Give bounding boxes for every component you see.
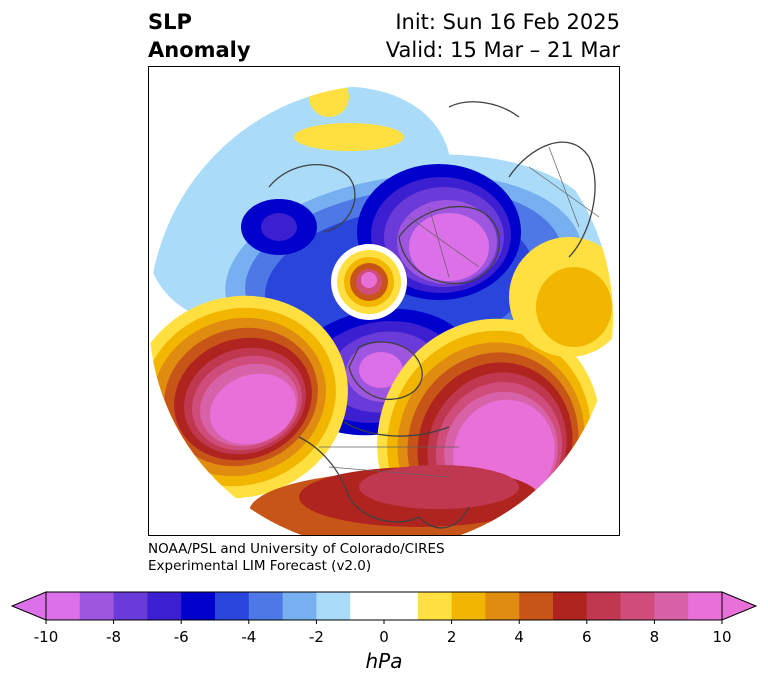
colorbar: -10 -8 -6 -4 -2 0 2 4 6 8 10 — [10, 591, 758, 646]
colorbar-swatch — [79, 592, 115, 620]
colorbar-swatch — [620, 592, 655, 620]
credit-line-1: NOAA/PSL and University of Colorado/CIRE… — [148, 541, 445, 557]
colorbar-tick-label: 8 — [650, 628, 660, 646]
coastlines — [268, 101, 596, 529]
title-line-2: Anomaly — [148, 38, 251, 62]
colorbar-swatch — [181, 592, 216, 620]
colorbar-over-arrow — [721, 591, 758, 621]
colorbar-swatch — [350, 592, 385, 620]
borders — [319, 146, 600, 478]
forecast-dates: Init: Sun 16 Feb 2025 Valid: 15 Mar – 21… — [386, 8, 620, 64]
plot-title: SLP Anomaly — [148, 8, 251, 64]
colorbar-swatch — [417, 592, 453, 620]
colorbar-swatch — [586, 592, 622, 620]
colorbar-swatch — [215, 592, 250, 620]
credit-line-2: Experimental LIM Forecast (v2.0) — [148, 558, 372, 574]
colorbar-swatch — [282, 592, 317, 620]
colorbar-swatch — [384, 592, 419, 620]
colorbar-tick-label: 4 — [514, 628, 524, 646]
colorbar-tick-label: -6 — [174, 628, 189, 646]
colorbar-tick-label: 2 — [447, 628, 457, 646]
colorbar-tick-label: -8 — [106, 628, 121, 646]
colorbar-tick-label: 6 — [582, 628, 592, 646]
colorbar-under-arrow — [10, 591, 47, 621]
colorbar-tick-label: -10 — [34, 628, 59, 646]
title-line-1: SLP — [148, 10, 192, 34]
colorbar-swatch — [316, 592, 351, 620]
colorbar-tick-label: -2 — [309, 628, 324, 646]
colorbar-swatch — [147, 592, 182, 620]
colorbar-swatch — [654, 592, 689, 620]
colorbar-swatch — [485, 592, 520, 620]
credit-text: NOAA/PSL and University of Colorado/CIRE… — [148, 541, 445, 575]
init-date: Init: Sun 16 Feb 2025 — [395, 10, 620, 34]
colorbar-swatch — [688, 592, 723, 620]
colorbar-tick-label: 0 — [379, 628, 389, 646]
slp-anomaly-map — [148, 66, 620, 536]
valid-range: Valid: 15 Mar – 21 Mar — [385, 38, 620, 62]
colorbar-unit-label: hPa — [365, 649, 403, 673]
colorbar-swatch — [519, 592, 554, 620]
colorbar-swatch — [248, 592, 284, 620]
colorbar-swatch — [553, 592, 588, 620]
map-canvas — [149, 67, 619, 535]
colorbar-swatch — [113, 592, 148, 620]
colorbar-tick-label: 10 — [712, 628, 731, 646]
colorbar-tick-label: -4 — [241, 628, 256, 646]
colorbar-swatch — [451, 592, 486, 620]
colorbar-swatch — [46, 592, 81, 620]
